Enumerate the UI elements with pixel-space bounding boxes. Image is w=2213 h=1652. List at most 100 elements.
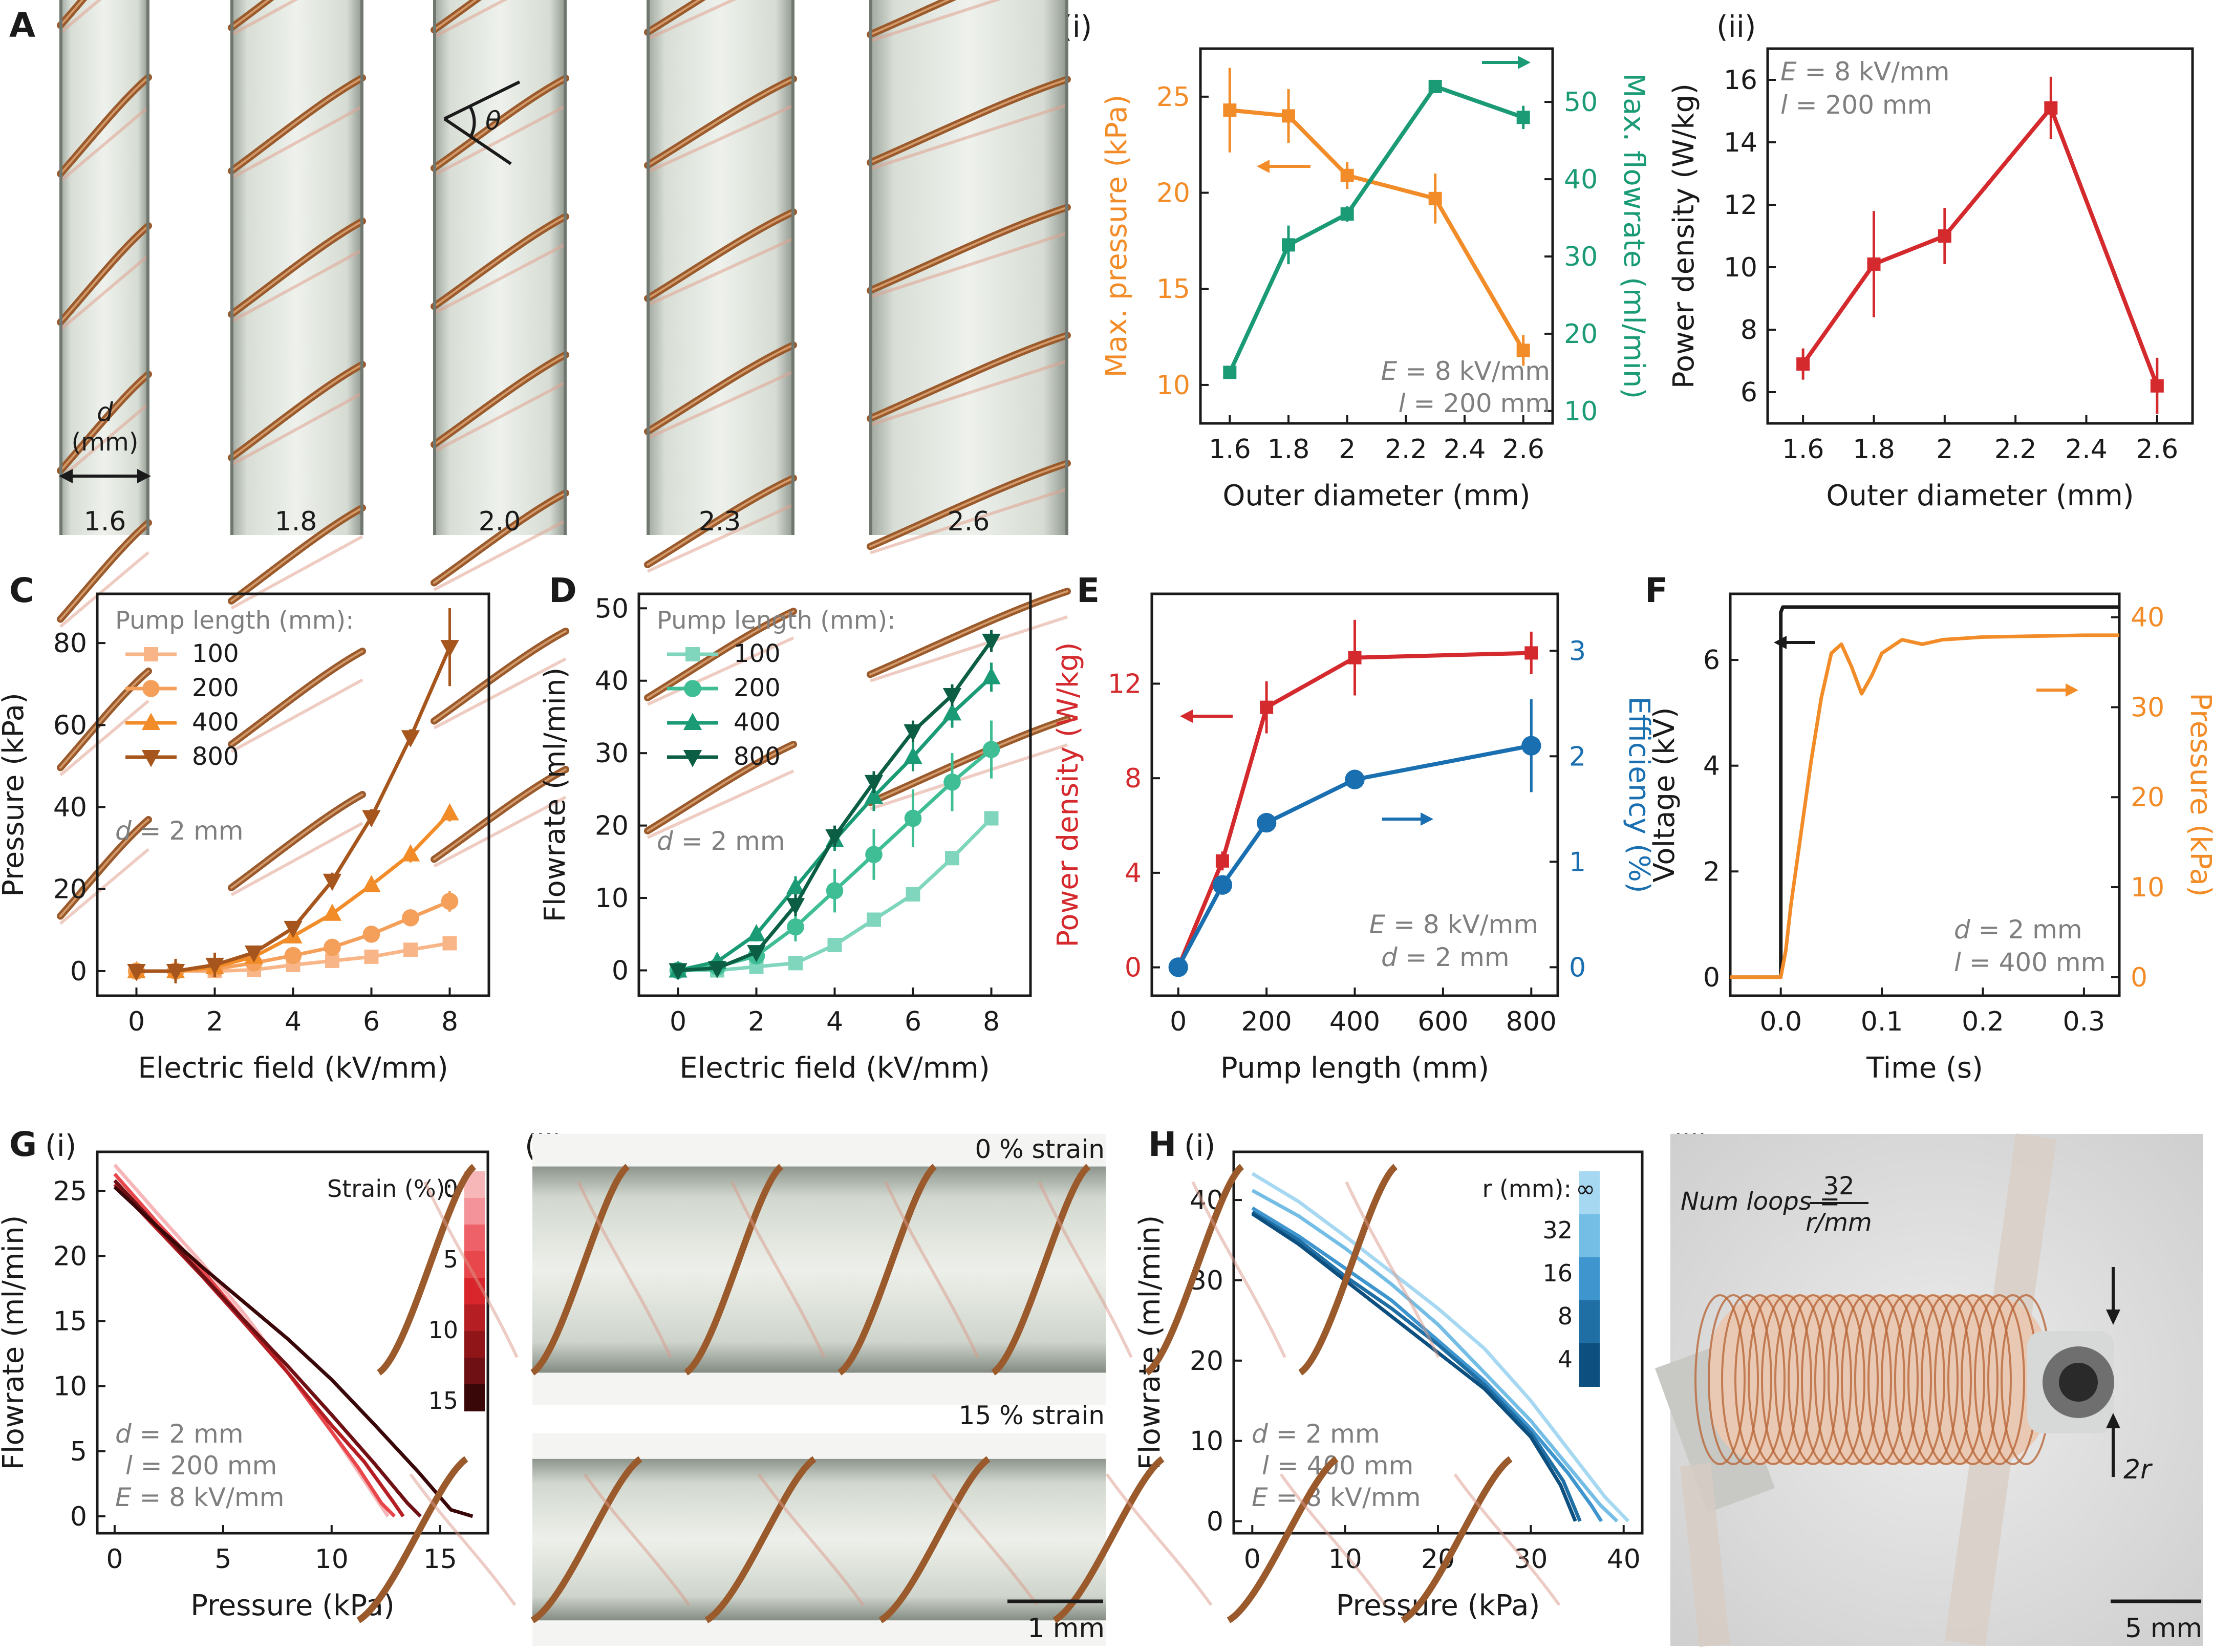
data-point	[707, 961, 727, 978]
x-tick-label: 2	[1936, 434, 1953, 465]
y-axis-label: Pressure (kPa)	[0, 693, 30, 897]
copper-wire	[356, 1456, 468, 1623]
tube-body	[434, 0, 566, 535]
tube-edge	[433, 0, 436, 535]
y-tick-label: 12	[1724, 190, 1757, 221]
x-tick-label: 2.2	[1385, 434, 1427, 465]
arrow-head	[1180, 710, 1193, 723]
inner-electrode	[757, 1473, 865, 1606]
tube-body	[532, 1458, 1106, 1621]
inner-electrode	[583, 1473, 691, 1606]
data-point	[906, 887, 920, 902]
x-tick-label: 0.2	[1962, 1006, 2004, 1037]
chart-f: 0.0 0.1 0.2 0.3 0 2 4 6 0 10 20 30 40 Time (s) Voltage…	[1648, 592, 2213, 1085]
strain-colorbar-segment	[464, 1198, 485, 1225]
d-label: d	[97, 397, 113, 427]
r-colorbar-segment	[1579, 1171, 1600, 1215]
data-point	[324, 938, 341, 956]
panel-b-ii-label: (ii)	[1716, 9, 1756, 44]
copper-wire-highlight	[59, 76, 149, 175]
tube-label: 2.6	[948, 506, 990, 537]
y-tick-label: 5	[70, 1436, 87, 1467]
inner-electrode	[433, 243, 567, 315]
data-point	[362, 810, 381, 828]
legend-entry: 400	[734, 708, 781, 737]
series-line	[677, 676, 993, 972]
y-tick-label: 25	[53, 1176, 87, 1207]
data-point	[826, 882, 844, 899]
x-axis-label: Outer diameter (mm)	[1826, 479, 2134, 512]
x-tick-label: 0.3	[2063, 1006, 2105, 1037]
strain-colorbar-segment	[464, 1384, 485, 1411]
data-point	[942, 688, 962, 705]
panel-a-labels: 1.6 1.8 2.0 2.3 2.6 d (mm) θ	[59, 80, 990, 537]
outlet-tube	[1680, 1463, 1730, 1647]
theta-label: θ	[485, 106, 501, 136]
d-unit-label: (mm)	[72, 428, 139, 457]
two-r-arrows	[2106, 1267, 2120, 1477]
y-axis-label: Flowrate (ml/min)	[1133, 1215, 1167, 1470]
series-line	[1251, 1206, 1603, 1522]
x-axis-label: Electric field (kV/mm)	[679, 1052, 990, 1085]
copper-wire-highlight	[869, 78, 1068, 164]
y2-tick-label: 40	[2131, 603, 2164, 633]
y-tick-label: 60	[53, 710, 87, 741]
colorbar-tick-label: 15	[428, 1387, 458, 1414]
x-tick-label: 0	[1170, 1006, 1187, 1037]
inner-electrode	[433, 796, 567, 868]
data-point	[402, 909, 419, 927]
annotation: d = 2 mm	[1954, 915, 2082, 945]
data-point	[1867, 257, 1881, 271]
data-point	[323, 904, 342, 921]
tube-body	[870, 0, 1067, 535]
data-point	[1796, 357, 1810, 371]
inner-electrode	[59, 699, 149, 777]
coil-loop	[1867, 1294, 1919, 1465]
legend-title: Pump length (mm):	[657, 606, 895, 635]
x-tick-label: 600	[1417, 1006, 1468, 1037]
x-tick-label: 1.8	[1853, 434, 1895, 465]
r-colorbar-segment	[1579, 1300, 1600, 1344]
copper-wire	[991, 1164, 1091, 1376]
coil-loop	[1974, 1294, 2025, 1465]
copper-wire-highlight	[230, 793, 363, 889]
legend-entry: 100	[192, 639, 239, 668]
y-tick-label: 8	[1125, 763, 1142, 794]
copper-wire-highlight	[869, 718, 1068, 804]
data-point	[166, 963, 185, 981]
x-tick-label: 8	[441, 1006, 458, 1037]
inner-electrode	[647, 636, 794, 706]
x-tick-label: 400	[1329, 1006, 1380, 1037]
series-line	[1228, 84, 1524, 374]
data-point	[323, 873, 342, 891]
tube-edge	[869, 0, 872, 535]
tube-edge	[360, 0, 363, 535]
data-point	[683, 750, 702, 767]
inner-electrode	[870, 359, 1068, 426]
arrow-head	[2066, 683, 2078, 697]
y2-axis-label: Max. flowrate (ml/min)	[1617, 73, 1650, 399]
data-point	[401, 844, 420, 862]
copper-wire-highlight	[433, 492, 567, 584]
y-axis-label: Power density (W/kg)	[1051, 642, 1085, 947]
coil-loop	[1828, 1294, 1879, 1465]
data-point	[2044, 101, 2058, 115]
inner-electrode	[433, 657, 567, 730]
data-point	[2150, 379, 2164, 393]
coil-loop	[1721, 1294, 1772, 1465]
data-point	[440, 640, 459, 657]
arrow-head	[1774, 636, 1787, 649]
inner-electrode	[647, 237, 794, 307]
legend-entry: 100	[734, 639, 781, 668]
y2-tick-label: 30	[1564, 242, 1598, 272]
data-point	[1168, 957, 1188, 977]
inner-electrode	[1105, 1473, 1213, 1606]
y-axis-label: Voltage (kV)	[1648, 707, 1681, 882]
y-tick-label: 0	[70, 956, 87, 987]
copper-wire-highlight	[59, 522, 149, 620]
coil-loop	[1708, 1294, 1759, 1465]
annotation: d = 2 mm	[115, 1419, 244, 1449]
